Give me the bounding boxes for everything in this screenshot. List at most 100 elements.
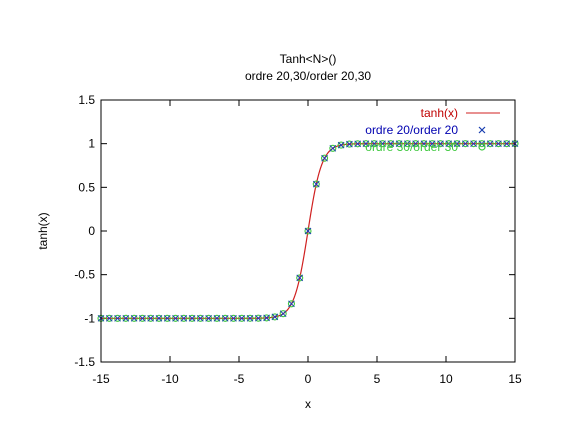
point-order30 (246, 314, 254, 322)
point-order20 (296, 274, 304, 282)
point-order20 (470, 140, 477, 148)
point-order20 (486, 140, 494, 148)
point-order30 (461, 140, 469, 148)
point-order30 (254, 314, 262, 322)
point-order20 (155, 314, 163, 322)
point-order20 (263, 314, 270, 322)
point-order30 (229, 314, 238, 322)
x-tick-label: -15 (92, 372, 110, 386)
point-order30 (321, 154, 329, 162)
point-order30 (271, 313, 279, 321)
legend: tanh(x) ordre 20/order 20 ordre 30/order… (365, 106, 500, 154)
point-order20 (246, 314, 254, 322)
point-order30 (163, 314, 171, 322)
point-order20 (147, 314, 155, 322)
point-order30 (188, 314, 196, 322)
point-order30 (205, 314, 213, 322)
point-order30 (445, 140, 453, 148)
legend-label-tanh: tanh(x) (421, 106, 458, 120)
point-order30 (147, 314, 155, 322)
chart-title: Tanh<N>() (280, 52, 337, 66)
point-order30 (238, 314, 246, 322)
point-order20 (114, 314, 121, 322)
point-order20 (412, 140, 419, 148)
point-order20 (370, 140, 378, 148)
x-tick-labels: -15 -10 -5 0 5 10 15 (92, 372, 522, 386)
point-order30 (378, 140, 387, 148)
y-tick-label: 1 (88, 137, 95, 151)
point-order30 (329, 144, 337, 152)
point-order30 (412, 140, 420, 148)
point-order20 (188, 314, 196, 322)
point-order20 (130, 314, 138, 322)
plot-area (97, 140, 519, 322)
point-order30 (470, 140, 478, 148)
point-order30 (171, 314, 180, 322)
point-order20 (404, 140, 411, 148)
legend-marker-order20 (478, 126, 486, 134)
point-order20 (453, 140, 461, 148)
point-order30 (503, 140, 511, 148)
point-order20 (279, 310, 287, 318)
y-tick-label: 0 (88, 224, 95, 238)
point-order20 (354, 140, 362, 148)
point-order20 (312, 180, 320, 188)
point-order30 (221, 314, 229, 322)
x-tick-label: -5 (234, 372, 245, 386)
point-order30 (387, 140, 395, 148)
point-order20 (304, 227, 312, 235)
point-order20 (180, 314, 188, 322)
point-order20 (395, 140, 403, 148)
plot-frame (100, 99, 516, 363)
point-order20 (495, 140, 502, 148)
point-order20 (172, 314, 179, 322)
point-order30 (345, 140, 353, 148)
point-order30 (196, 314, 204, 322)
y-tick-label: 0.5 (78, 180, 95, 194)
point-order20 (420, 140, 428, 148)
y-tick-label: -1.5 (74, 355, 95, 369)
point-order20 (362, 140, 370, 148)
point-order30 (453, 140, 461, 148)
point-order30 (486, 140, 494, 148)
point-order30 (138, 314, 146, 322)
point-order20 (437, 140, 444, 148)
point-order20 (445, 140, 453, 148)
point-order20 (105, 314, 113, 322)
point-order30 (105, 314, 113, 322)
x-tick-label: 5 (374, 372, 381, 386)
point-order20 (387, 140, 395, 148)
point-order20 (337, 141, 345, 149)
point-order20 (271, 313, 279, 321)
point-order30 (263, 314, 271, 322)
point-order20 (139, 314, 146, 322)
point-order30 (296, 274, 304, 282)
point-order20 (221, 314, 229, 322)
point-order30 (403, 140, 411, 148)
point-order30 (337, 141, 345, 149)
y-tick-labels: -1.5 -1 -0.5 0 0.5 1 1.5 (74, 93, 95, 369)
point-order30 (304, 227, 312, 235)
x-tick-label: 15 (508, 372, 522, 386)
point-order20 (346, 140, 353, 148)
legend-label-order30: ordre 30/order 30 (365, 140, 458, 154)
point-order30 (362, 140, 370, 148)
point-order20 (122, 314, 130, 322)
x-axis-label: x (305, 397, 311, 411)
y-tick-label: -0.5 (74, 268, 95, 282)
point-order30 (436, 140, 445, 148)
point-order20 (213, 314, 221, 322)
y-axis-label: tanh(x) (36, 212, 50, 249)
legend-marker-order30 (478, 143, 486, 151)
x-tick-label: 10 (439, 372, 453, 386)
point-order20 (254, 314, 262, 322)
y-tick-label: 1.5 (78, 93, 95, 107)
point-order30 (114, 314, 122, 322)
point-order30 (494, 140, 502, 148)
point-order20 (503, 140, 511, 148)
point-order30 (354, 140, 362, 148)
point-order20 (205, 314, 212, 322)
point-order30 (122, 314, 130, 322)
